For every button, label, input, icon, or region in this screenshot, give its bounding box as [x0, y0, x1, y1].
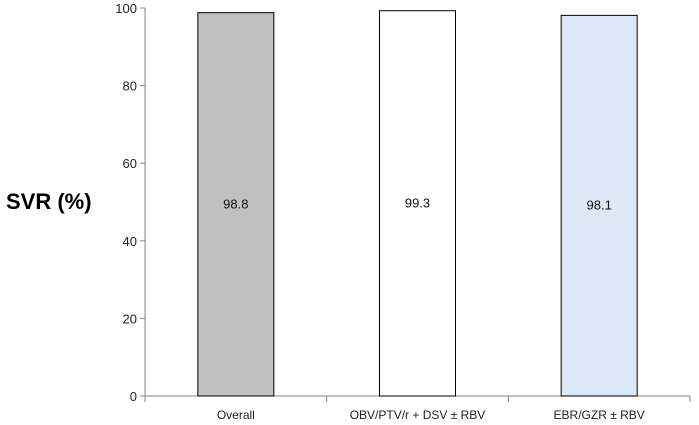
- y-axis: 0 20 40 60 80 100: [115, 1, 146, 404]
- bar: [560, 14, 638, 397]
- category-label: EBR/GZR ± RBV: [554, 408, 645, 422]
- x-axis: [144, 395, 691, 402]
- y-tick-label: 20: [123, 311, 137, 326]
- category-label: Overall: [217, 408, 255, 422]
- y-tick-label: 100: [115, 1, 137, 16]
- y-tick-label: 0: [130, 389, 137, 404]
- bar: [197, 12, 275, 397]
- bars: [197, 10, 638, 397]
- y-tick-label: 40: [123, 234, 137, 249]
- data-labels: 98.8 99.3 98.1: [223, 195, 612, 212]
- category-labels: Overall OBV/PTV/r + DSV ± RBV EBR/GZR ± RB…: [217, 408, 645, 422]
- y-tick-label: 80: [123, 79, 137, 94]
- y-tick-label: 60: [123, 156, 137, 171]
- data-label: 98.8: [223, 196, 248, 211]
- data-label: 98.1: [587, 198, 612, 213]
- y-axis-title: SVR (%): [6, 189, 92, 214]
- bar: [379, 10, 456, 397]
- data-label: 99.3: [405, 195, 430, 210]
- category-label: OBV/PTV/r + DSV ± RBV: [350, 408, 486, 422]
